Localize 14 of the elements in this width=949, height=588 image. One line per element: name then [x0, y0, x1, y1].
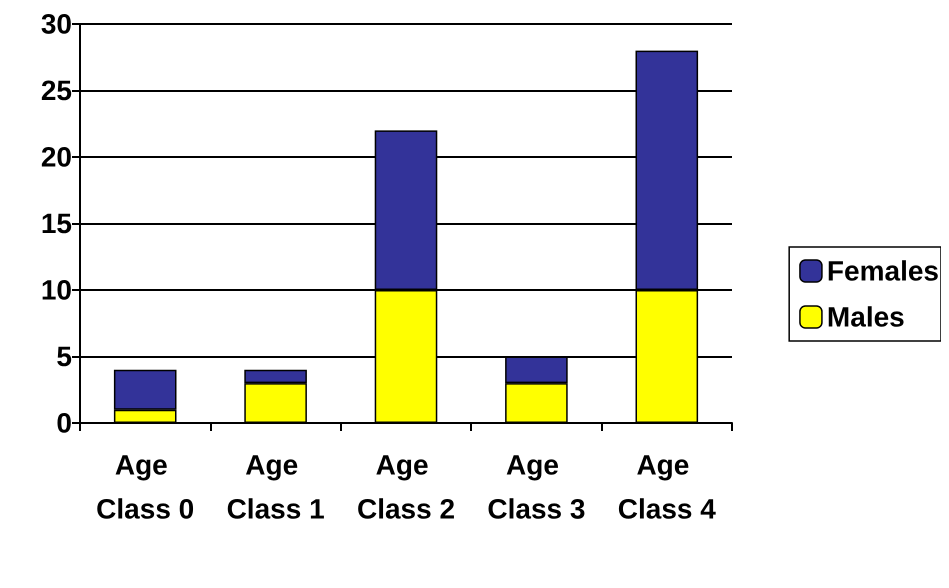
y-tick-label: 30 — [40, 8, 72, 40]
y-tick-label: 25 — [40, 75, 72, 106]
x-tick-label: Age Class 0 — [96, 450, 194, 524]
y-tick-label: 20 — [40, 142, 72, 172]
x-tick-label: Age Class 1 — [226, 450, 325, 524]
y-tick-label: 10 — [40, 274, 72, 306]
x-tick-label: Age Class 2 — [356, 450, 456, 524]
legend-label: Males — [826, 302, 905, 332]
y-tick-label: 15 — [40, 208, 72, 239]
x-tick-label: Age Class 4 — [618, 450, 716, 524]
legend-label: Females — [826, 256, 940, 286]
x-tick-label: Age Class 3 — [487, 450, 586, 524]
y-tick-label: 5 — [56, 341, 72, 372]
y-tick-label: 0 — [56, 408, 72, 438]
